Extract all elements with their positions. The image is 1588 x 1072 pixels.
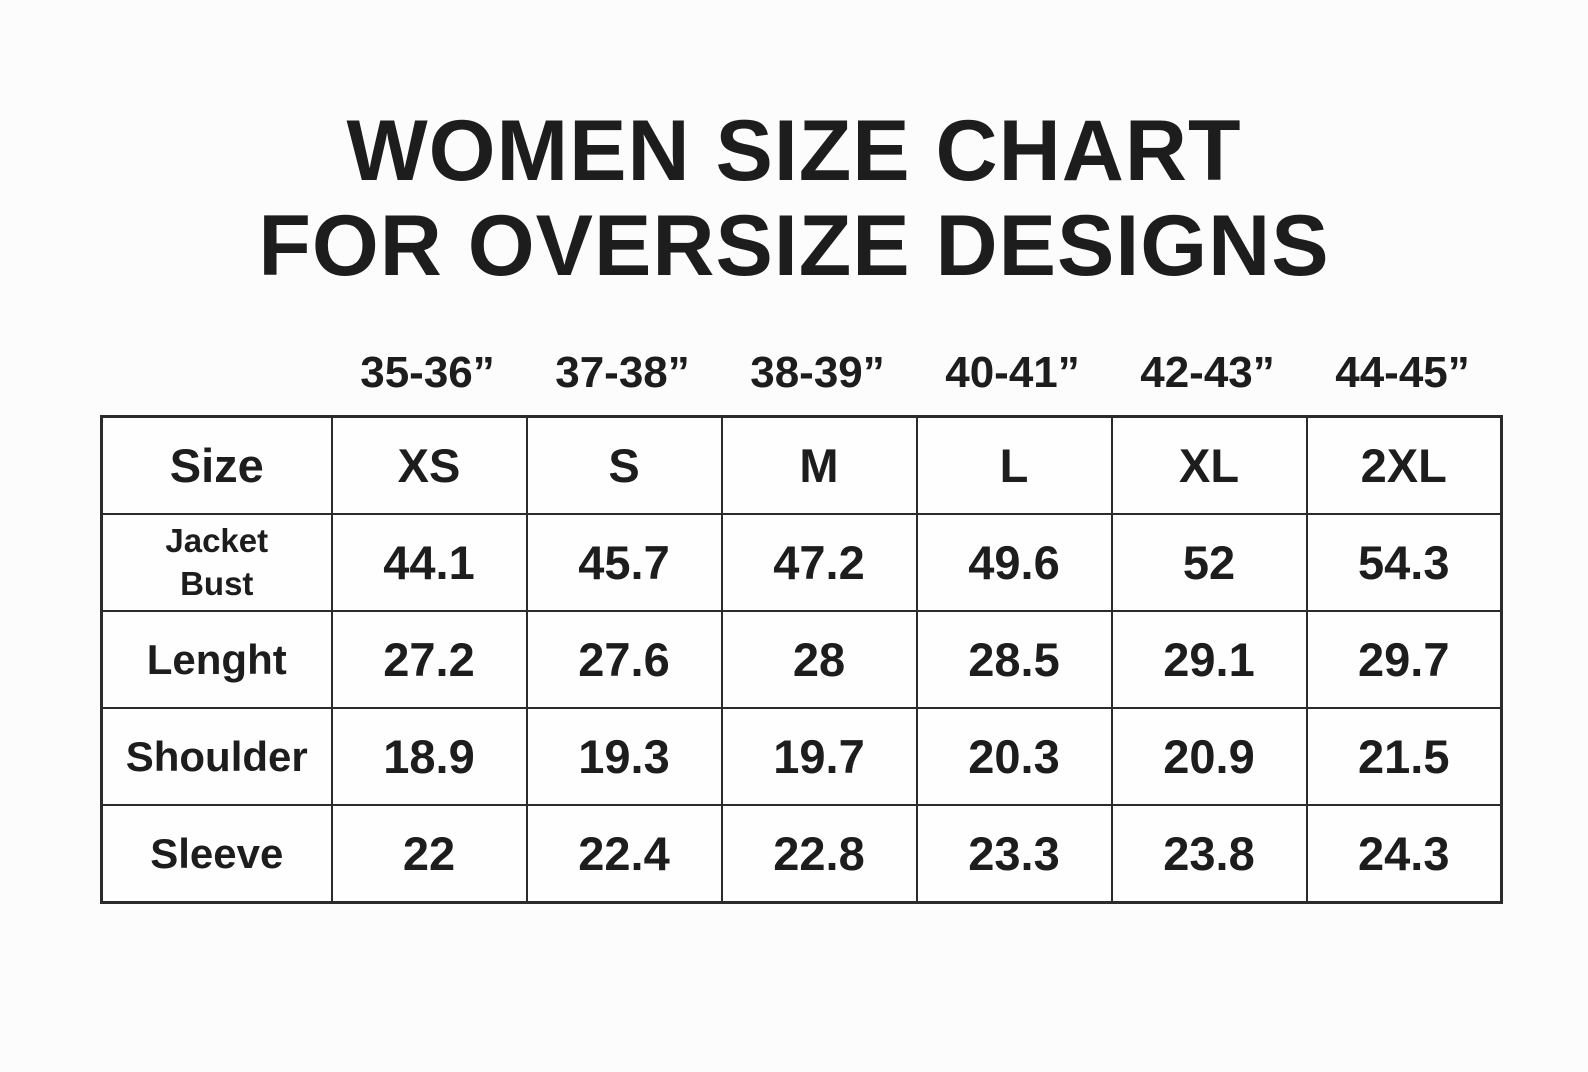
row-label-jacket-bust: Jacket Bust: [100, 513, 333, 613]
header-cell-s: S: [525, 415, 723, 516]
bust-range-s: 37-38”: [555, 348, 690, 398]
bust-range-l: 40-41”: [945, 348, 1080, 398]
header-cell-xs: XS: [330, 415, 528, 516]
bust-range-2xl: 44-45”: [1335, 348, 1470, 398]
header-cell-xl: XL: [1110, 415, 1308, 516]
cell-shoulder-m: 19.7: [720, 707, 918, 807]
header-cell-m: M: [720, 415, 918, 516]
chart-content: 35-36” 37-38” 38-39” 40-41” 42-43” 44-45…: [100, 351, 1503, 905]
bust-range-xs: 35-36”: [360, 348, 495, 398]
cell-shoulder-s: 19.3: [525, 707, 723, 807]
row-label-jacket-bust-text: Jacket Bust: [165, 521, 269, 602]
cell-lenght-2xl: 29.7: [1305, 610, 1503, 710]
cell-sleeve-m: 22.8: [720, 804, 918, 904]
cell-sleeve-2xl: 24.3: [1305, 804, 1503, 904]
row-label-lenght: Lenght: [100, 610, 333, 710]
header-cell-2xl: 2XL: [1305, 415, 1503, 516]
cell-shoulder-2xl: 21.5: [1305, 707, 1503, 807]
cell-sleeve-xl: 23.8: [1110, 804, 1308, 904]
table-row-jacket-bust: Jacket Bust 44.1 45.7 47.2 49.6 52 54.3: [100, 513, 1503, 613]
table-row-sleeve: Sleeve 22 22.4 22.8 23.3 23.8 24.3: [100, 804, 1503, 904]
table-row-lenght: Lenght 27.2 27.6 28 28.5 29.1 29.7: [100, 610, 1503, 710]
cell-shoulder-l: 20.3: [915, 707, 1113, 807]
cell-jacket-bust-m: 47.2: [720, 513, 918, 613]
cell-sleeve-l: 23.3: [915, 804, 1113, 904]
bust-range-row: 35-36” 37-38” 38-39” 40-41” 42-43” 44-45…: [100, 351, 1500, 395]
cell-lenght-xl: 29.1: [1110, 610, 1308, 710]
cell-jacket-bust-2xl: 54.3: [1305, 513, 1503, 613]
cell-sleeve-xs: 22: [330, 804, 528, 904]
row-label-shoulder: Shoulder: [100, 707, 333, 807]
cell-jacket-bust-xs: 44.1: [330, 513, 528, 613]
row-label-sleeve: Sleeve: [100, 804, 333, 904]
bust-range-m: 38-39”: [750, 348, 885, 398]
bust-range-xl: 42-43”: [1140, 348, 1275, 398]
cell-shoulder-xl: 20.9: [1110, 707, 1308, 807]
cell-jacket-bust-l: 49.6: [915, 513, 1113, 613]
title-line-1: WOMEN SIZE CHART: [346, 103, 1242, 199]
cell-sleeve-s: 22.4: [525, 804, 723, 904]
size-table-header-row: Size XS S M L XL 2XL: [100, 415, 1503, 516]
cell-lenght-s: 27.6: [525, 610, 723, 710]
table-row-shoulder: Shoulder 18.9 19.3 19.7 20.3 20.9 21.5: [100, 707, 1503, 807]
cell-lenght-l: 28.5: [915, 610, 1113, 710]
cell-shoulder-xs: 18.9: [330, 707, 528, 807]
cell-jacket-bust-s: 45.7: [525, 513, 723, 613]
cell-jacket-bust-xl: 52: [1110, 513, 1308, 613]
page-title: WOMEN SIZE CHART FOR OVERSIZE DESIGNS: [0, 0, 1588, 293]
size-table: Size XS S M L XL 2XL Jacket Bust 44.1 45…: [100, 415, 1503, 905]
header-cell-l: L: [915, 415, 1113, 516]
cell-lenght-xs: 27.2: [330, 610, 528, 710]
header-cell-size: Size: [100, 415, 333, 516]
title-line-2: FOR OVERSIZE DESIGNS: [258, 197, 1330, 294]
cell-lenght-m: 28: [720, 610, 918, 710]
